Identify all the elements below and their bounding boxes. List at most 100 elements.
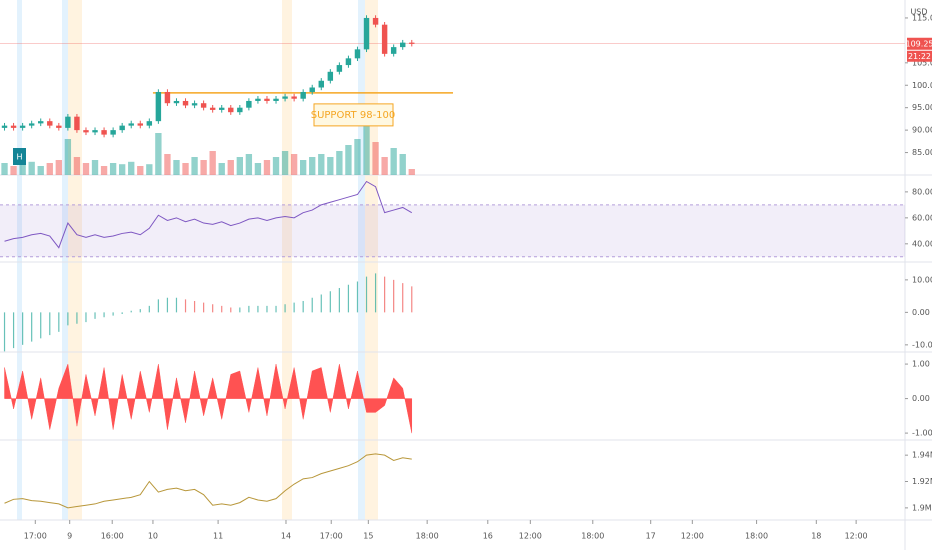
candle-body [10,125,17,128]
x-tick-label: 12:00 [681,532,704,541]
x-tick-label: 12:00 [519,532,542,541]
candle-body [56,125,62,128]
histogram-bar [320,294,322,313]
histogram-bar [3,312,6,352]
histogram-bar [329,291,331,313]
histogram-bar [112,312,114,316]
volume-bar [300,160,307,175]
marker-badge [13,148,26,165]
volume-bar [408,169,415,175]
histogram-bar [58,312,60,332]
volume-bar [191,157,198,175]
histogram-bar [40,312,42,339]
candle-body [47,121,53,126]
candle-body [237,107,243,113]
candle-body [119,125,125,131]
histogram-bar [302,300,304,313]
candle-body [146,121,153,126]
x-tick-label: 16:00 [101,532,124,541]
y-tick-label: 1.92M [912,477,932,486]
x-tick-label: 12:00 [845,532,868,541]
y-tick-label: -1.00 [912,429,932,438]
x-tick-label: 15 [363,532,373,541]
candle-body [38,121,44,124]
y-tick-label: 95.00 [912,103,932,112]
candle-body [173,100,180,104]
volume-bar [245,154,253,175]
candle-body [390,47,397,54]
candle-body [110,130,116,135]
histogram-bar [411,286,413,313]
volume-bar [372,142,379,175]
volume-bar [336,151,343,175]
y-tick-label: 0.00 [912,394,930,403]
marker-text: H [16,153,22,162]
y-tick-label: 40.00 [912,239,932,248]
volume-bar [345,145,352,175]
candle-body [1,125,8,128]
volume-bar [164,154,171,175]
volume-bar [46,163,53,175]
candle-body [255,98,261,101]
volume-bar [137,166,144,175]
volume-bar [281,151,289,175]
volume-bar [173,160,180,175]
currency: USD [910,8,927,17]
volume-bar [100,166,108,175]
y-tick-label: 80.00 [912,187,932,196]
x-tick-label: 18 [811,532,821,541]
histogram-bar [22,312,24,345]
volume-bar [272,157,280,175]
histogram-bar [311,297,313,313]
volume-bar [91,160,99,175]
session-band [365,0,378,520]
y-tick-label: 1.9M [912,503,932,512]
candle-body [291,96,297,99]
volume-bar [399,154,406,175]
histogram-bar [31,312,33,342]
histogram-bar [284,304,286,313]
histogram-bar [230,307,232,313]
candle-body [300,91,306,99]
annotation-text: SUPPORT 98-100 [311,110,396,121]
volume-bar [82,163,90,175]
candle-body [264,98,270,101]
volume-bar [1,163,8,175]
volume-bar [218,163,225,175]
volume-bar [254,163,262,175]
volume-bar [327,157,334,175]
y-tick-label: 10.00 [912,275,932,284]
session-shading [17,0,378,520]
y-tick-label: -10.00 [912,340,932,349]
last-price-label: 109.25 [906,39,932,48]
candle-body [74,116,80,131]
histogram-bar [67,312,69,326]
histogram-bar [374,273,377,313]
candle-body [164,91,171,104]
y-tick-label: 1.00 [912,360,930,369]
histogram-bar [275,305,277,313]
candle-body [363,17,370,50]
volume-bar [263,160,271,175]
histogram-bar [49,312,51,336]
y-tick-label: 0.00 [912,308,930,317]
x-tick-label: 18:00 [581,532,604,541]
candle-body [19,125,26,128]
histogram-bar [347,284,350,313]
histogram-bar [121,312,123,314]
histogram-bar [166,297,169,313]
volume-bar [109,163,117,175]
indicator-line [4,453,412,509]
candle-body [182,100,189,106]
session-band [358,0,365,520]
candle-body [209,107,216,110]
x-tick-label: 16 [483,532,493,541]
session-band [62,0,68,520]
histogram-bar [139,309,141,313]
volume-bar [37,166,44,175]
histogram-bar [184,299,187,313]
volume-bar [309,157,316,175]
